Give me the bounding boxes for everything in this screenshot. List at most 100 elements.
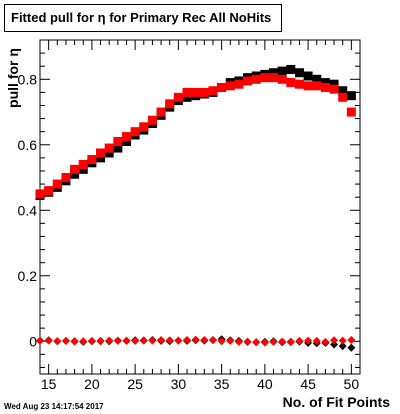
data-point-diamond (53, 337, 62, 346)
x-tick-label: 25 (127, 376, 143, 392)
tick-labels: 15 20 25 30 35 40 45 50 0 0.2 0.4 0.6 0.8 (18, 71, 360, 392)
data-point-diamond (96, 337, 105, 346)
data-point-square (182, 92, 192, 102)
data-point-square (303, 71, 313, 81)
data-point-square (156, 107, 166, 117)
data-point-diamond (131, 336, 140, 345)
data-point-diamond (208, 336, 217, 345)
y-axis-label-text: pull for η (5, 48, 21, 108)
x-tick-label: 35 (214, 376, 230, 392)
data-point-diamond (87, 336, 96, 345)
data-point-square (303, 81, 313, 91)
data-point-square (286, 64, 296, 74)
data-point-diamond (36, 336, 44, 345)
y-axis-label: pull for η (4, 38, 22, 118)
data-point-diamond (183, 335, 192, 344)
data-point-square (130, 127, 140, 137)
data-point-square (121, 132, 131, 142)
data-point-square (346, 107, 356, 117)
data-point-square (251, 74, 261, 84)
data-point-diamond (70, 337, 79, 346)
data-point-diamond (338, 342, 347, 351)
data-point-square (320, 82, 330, 92)
data-point-square (70, 164, 80, 174)
data-point-diamond (105, 336, 114, 345)
data-point-diamond (269, 337, 278, 346)
data-point-diamond (165, 336, 174, 345)
data-point-diamond (61, 336, 70, 345)
data-markers (35, 64, 356, 352)
data-point-square (312, 81, 322, 91)
data-point-square (78, 164, 88, 174)
data-point-square (277, 66, 287, 76)
x-tick-label: 15 (41, 376, 57, 392)
data-point-diamond (243, 337, 252, 346)
datestamp: Wed Aug 23 14:17:54 2017 (4, 402, 104, 411)
data-point-diamond (304, 336, 313, 345)
data-point-diamond (338, 336, 347, 345)
data-point-square (243, 76, 253, 86)
y-tick-label: 0.4 (18, 202, 38, 218)
y-tick-label: 0.8 (18, 71, 38, 87)
data-point-diamond (157, 335, 166, 344)
data-point-square (294, 79, 304, 89)
x-axis-label: No. of Fit Points (282, 394, 390, 410)
y-tick-label: 0.6 (18, 137, 38, 153)
x-tick-label: 20 (84, 376, 100, 392)
data-point-square (294, 68, 304, 78)
data-point-square (329, 79, 339, 89)
data-point-diamond (295, 336, 304, 345)
data-point-square (338, 86, 348, 96)
data-point-diamond (321, 337, 330, 346)
data-point-diamond (122, 336, 131, 345)
data-point-square (320, 78, 330, 88)
data-point-square (35, 189, 45, 199)
x-tick-label: 45 (300, 376, 316, 392)
data-point-diamond (174, 336, 183, 345)
data-point-diamond (200, 335, 209, 344)
data-point-square (87, 155, 97, 165)
data-point-square (208, 86, 218, 96)
y-tick-label: 0.2 (18, 268, 38, 284)
plot-title: Fitted pull for η for Primary Rec All No… (4, 4, 282, 32)
data-point-square (269, 68, 279, 78)
data-point-square (113, 137, 123, 147)
data-point-square (147, 115, 157, 125)
data-point-diamond (234, 337, 243, 346)
data-point-square (217, 82, 227, 92)
data-point-square (338, 92, 348, 102)
data-point-diamond (347, 343, 356, 352)
data-point-diamond (252, 338, 261, 347)
data-point-diamond (260, 338, 269, 347)
x-tick-label: 30 (171, 376, 187, 392)
data-point-square (121, 137, 131, 147)
data-point-square (104, 143, 114, 153)
data-point-diamond (44, 336, 53, 345)
data-point-square (260, 73, 270, 83)
data-point-diamond (113, 336, 122, 345)
data-point-diamond (226, 336, 235, 345)
data-point-square (96, 148, 106, 158)
data-point-square (329, 84, 339, 94)
data-point-square (277, 74, 287, 84)
data-point-square (44, 186, 54, 196)
y-tick-label: 0 (29, 333, 37, 349)
data-point-square (346, 91, 356, 101)
data-point-diamond (191, 335, 200, 344)
data-point-square (173, 92, 183, 102)
data-point-diamond (278, 337, 287, 346)
axis-ticks (39, 39, 361, 374)
data-point-square (78, 159, 88, 169)
data-point-diamond (286, 338, 295, 347)
data-point-diamond (79, 337, 88, 346)
data-point-square (96, 153, 106, 163)
data-point-diamond (148, 336, 157, 345)
data-point-diamond (347, 335, 356, 344)
data-point-diamond (330, 336, 339, 345)
x-tick-label: 50 (344, 376, 360, 392)
data-point-square (113, 143, 123, 153)
data-point-square (61, 173, 71, 183)
data-point-diamond (330, 340, 339, 349)
data-point-diamond (217, 337, 226, 346)
